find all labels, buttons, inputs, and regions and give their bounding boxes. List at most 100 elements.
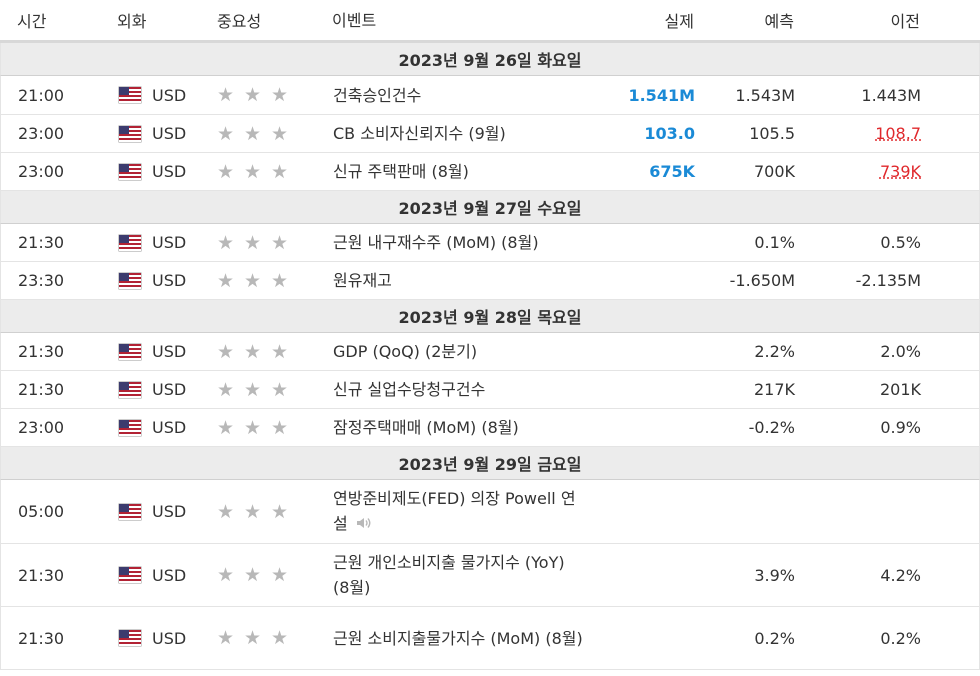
currency-code: USD (152, 271, 187, 290)
event-row[interactable]: 05:00 USD ★ ★ ★ 연방준비제도(FED) 의장 Powell 연설 (0, 480, 980, 544)
currency-code: USD (152, 342, 187, 361)
us-flag-icon (119, 419, 141, 436)
event-name[interactable]: CB 소비자신뢰지수 (9월) (333, 124, 506, 143)
event-row[interactable]: 23:30 USD ★ ★ ★ 원유재고 -1.650M -2.135M (0, 262, 980, 300)
star-icon: ★ (216, 340, 235, 363)
us-flag-icon (119, 87, 141, 103)
star-icon: ★ (243, 269, 262, 292)
star-icon: ★ (270, 122, 289, 145)
forecast-value: -0.2% (748, 418, 795, 437)
star-icon: ★ (270, 627, 289, 649)
event-row[interactable]: 21:00 USD ★ ★ ★ 건축승인건수 1.541M 1.543M 1.443… (0, 76, 980, 115)
forecast-value: 105.5 (749, 124, 795, 143)
previous-value: 0.9% (880, 418, 921, 437)
event-name[interactable]: 신규 실업수당청구건수 (333, 380, 486, 399)
event-row[interactable]: 23:00 USD ★ ★ ★ 잠정주택매매 (MoM) (8월) -0.2% 0.… (0, 409, 980, 447)
event-time: 05:00 (18, 502, 65, 521)
us-flag-icon (119, 163, 141, 180)
date-row: 2023년 9월 28일 목요일 (0, 300, 980, 333)
forecast-value: 700K (753, 162, 795, 181)
event-row[interactable]: 23:00 USD ★ ★ ★ 신규 주택판매 (8월) 675K 700K 739… (0, 153, 980, 191)
us-flag-icon (119, 343, 141, 360)
event-name[interactable]: 근원 내구재수주 (MoM) (8월) (333, 233, 539, 252)
star-icon: ★ (270, 269, 289, 292)
previous-value: 4.2% (880, 565, 921, 585)
event-time: 23:00 (18, 124, 65, 143)
importance-stars: ★ ★ ★ (198, 84, 333, 106)
us-flag-icon (119, 567, 141, 583)
header-previous: 이전 (890, 12, 920, 31)
speaker-icon[interactable] (356, 512, 372, 537)
star-icon: ★ (216, 564, 235, 586)
event-row[interactable]: 21:30 USD ★ ★ ★ 근원 내구재수주 (MoM) (8월) 0.1% 0… (0, 224, 980, 262)
event-name[interactable]: 신규 주택판매 (8월) (333, 162, 469, 181)
header-time: 시간 (17, 12, 47, 31)
event-name[interactable]: 근원 개인소비지출 물가지수 (YoY) (8월) (333, 553, 565, 597)
currency-code: USD (152, 124, 187, 143)
importance-stars: ★ ★ ★ (198, 627, 333, 649)
importance-stars: ★ ★ ★ (198, 564, 333, 586)
star-icon: ★ (243, 378, 262, 401)
star-icon: ★ (216, 500, 235, 523)
event-time: 21:30 (18, 233, 65, 252)
event-row[interactable]: 21:30 USD ★ ★ ★ 신규 실업수당청구건수 217K 201K (0, 371, 980, 409)
event-name[interactable]: 근원 소비지출물가지수 (MoM) (8월) (333, 628, 583, 648)
forecast-value: 0.1% (754, 233, 795, 252)
event-row[interactable]: 23:00 USD ★ ★ ★ CB 소비자신뢰지수 (9월) 103.0 105.… (0, 115, 980, 153)
date-row: 2023년 9월 27일 수요일 (0, 191, 980, 224)
star-icon: ★ (243, 564, 262, 586)
star-icon: ★ (270, 500, 289, 523)
previous-value: 0.2% (880, 628, 921, 648)
previous-value[interactable]: 739K (879, 162, 921, 181)
previous-value: 0.5% (880, 233, 921, 252)
currency-code: USD (152, 565, 187, 585)
previous-value: 2.0% (880, 342, 921, 361)
star-icon: ★ (270, 340, 289, 363)
star-icon: ★ (216, 84, 235, 106)
event-name[interactable]: 연방준비제도(FED) 의장 Powell 연설 (333, 489, 576, 533)
star-icon: ★ (243, 160, 262, 183)
previous-value: -2.135M (855, 271, 921, 290)
star-icon: ★ (243, 231, 262, 254)
event-name[interactable]: 건축승인건수 (333, 85, 422, 105)
event-row[interactable]: 21:30 USD ★ ★ ★ 근원 개인소비지출 물가지수 (YoY) (8월) … (0, 544, 980, 607)
currency-code: USD (152, 380, 187, 399)
star-icon: ★ (270, 378, 289, 401)
header-forecast: 예측 (764, 12, 794, 31)
us-flag-icon (119, 125, 141, 142)
previous-value[interactable]: 108.7 (875, 124, 921, 143)
actual-value: 1.541M (628, 85, 695, 105)
star-icon: ★ (216, 416, 235, 439)
event-time: 23:00 (18, 162, 65, 181)
us-flag-icon (119, 272, 141, 289)
importance-stars: ★ ★ ★ (198, 501, 333, 523)
date-row: 2023년 9월 26일 화요일 (0, 43, 980, 76)
header-currency: 외화 (117, 12, 147, 31)
star-icon: ★ (243, 84, 262, 106)
event-time: 21:30 (18, 628, 65, 648)
star-icon: ★ (216, 122, 235, 145)
importance-stars: ★ ★ ★ (198, 417, 333, 439)
forecast-value: 2.2% (754, 342, 795, 361)
star-icon: ★ (216, 269, 235, 292)
event-row[interactable]: 21:30 USD ★ ★ ★ GDP (QoQ) (2분기) 2.2% 2.0% (0, 333, 980, 371)
event-name[interactable]: 원유재고 (333, 271, 392, 290)
us-flag-icon (119, 630, 141, 646)
importance-stars: ★ ★ ★ (198, 341, 333, 363)
forecast-value: 3.9% (754, 565, 795, 585)
header-importance: 중요성 (217, 12, 262, 31)
star-icon: ★ (243, 627, 262, 649)
us-flag-icon (119, 381, 141, 398)
event-row[interactable]: 21:30 USD ★ ★ ★ 근원 소비지출물가지수 (MoM) (8월) 0.2… (0, 607, 980, 670)
star-icon: ★ (216, 160, 235, 183)
star-icon: ★ (243, 122, 262, 145)
event-name[interactable]: GDP (QoQ) (2분기) (333, 342, 478, 361)
forecast-value: -1.650M (729, 271, 795, 290)
star-icon: ★ (243, 340, 262, 363)
header-event: 이벤트 (332, 10, 377, 30)
event-time: 21:30 (18, 565, 65, 585)
event-name[interactable]: 잠정주택매매 (MoM) (8월) (333, 418, 519, 437)
star-icon: ★ (270, 84, 289, 106)
star-icon: ★ (216, 231, 235, 254)
header-actual: 실제 (664, 12, 694, 31)
